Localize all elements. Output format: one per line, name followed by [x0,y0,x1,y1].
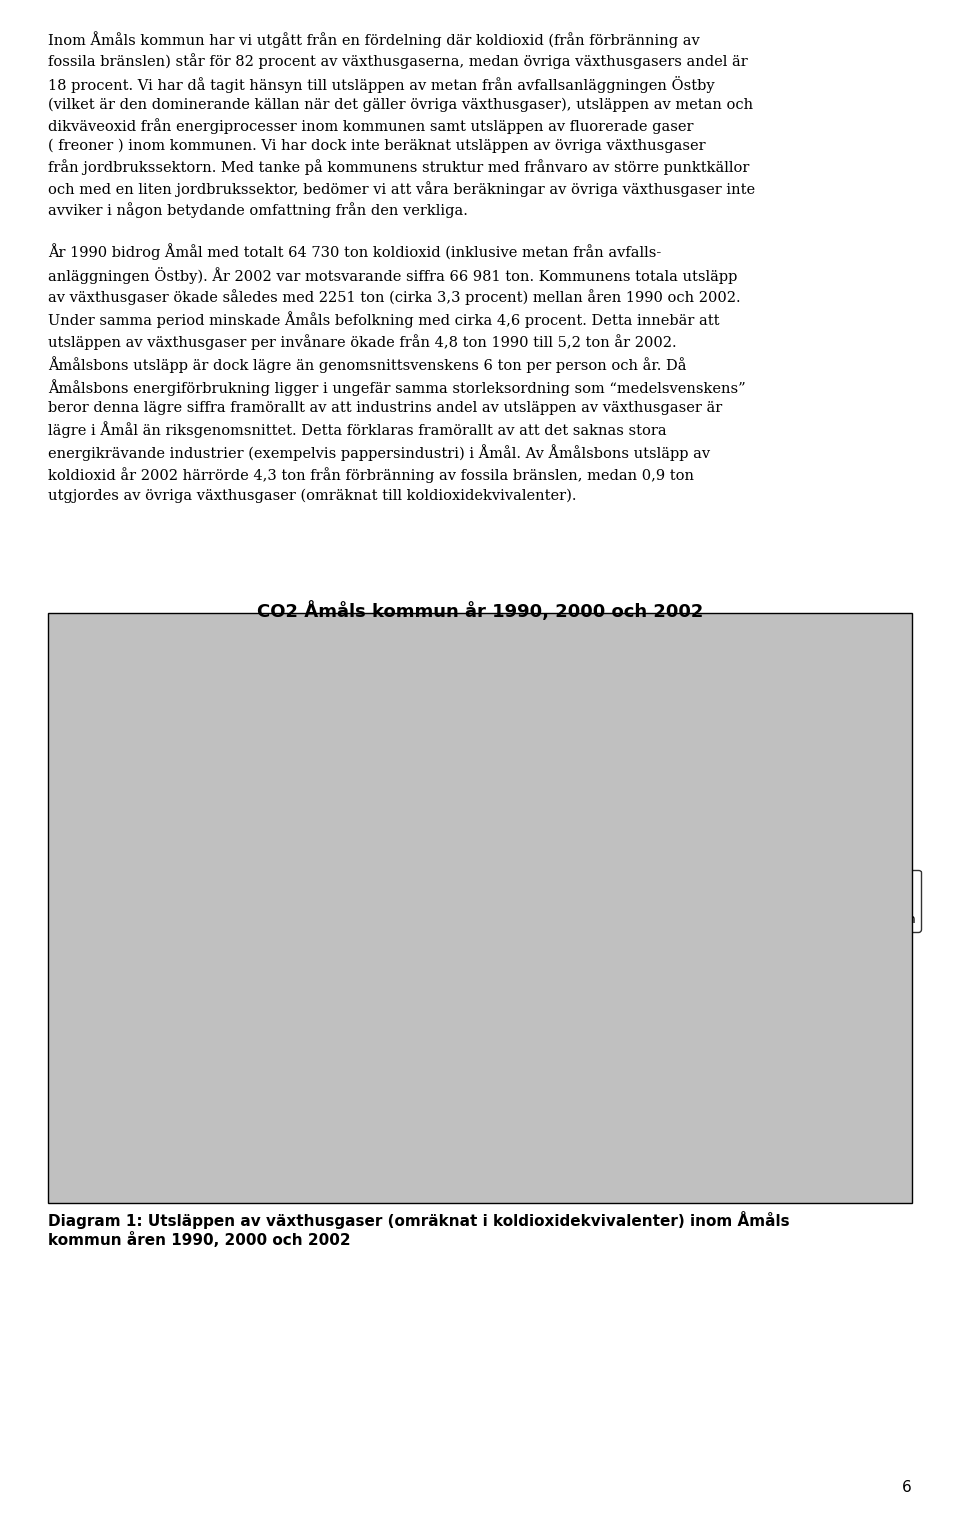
Text: 6: 6 [902,1479,912,1495]
Text: Inom Åmåls kommun har vi utgått från en fördelning där koldioxid (från förbränni: Inom Åmåls kommun har vi utgått från en … [48,31,756,503]
Bar [184,750,249,819]
Bar [553,806,617,1142]
Text: CO2 Åmåls kommun år 1990, 2000 och 2002: CO2 Åmåls kommun år 1990, 2000 och 2002 [257,601,703,621]
Bar [553,737,617,806]
Y-axis label: CO2 (ton): CO2 (ton) [49,863,64,938]
Bar [184,819,249,1142]
Text: Diagram 1: Utsläppen av växthusgaser (omräknat i koldioxidekvivalenter) inom Åmå: Diagram 1: Utsläppen av växthusgaser (om… [48,1211,790,1248]
X-axis label: År: År [390,1177,412,1196]
Bar [369,825,433,1142]
Legend: Övriga växthusgaser
(koldioxidekvivalenter), Koldioxid fossila bränslen: Övriga växthusgaser (koldioxidekvivalent… [711,869,921,932]
Bar [369,753,433,825]
